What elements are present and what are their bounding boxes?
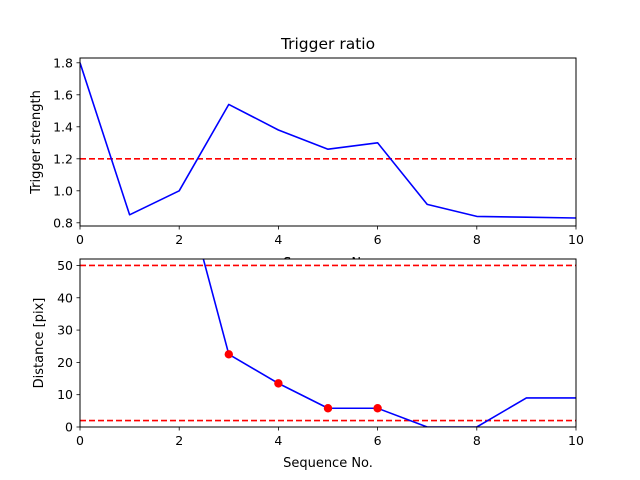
top-x-tick-label: 0	[76, 232, 84, 247]
top-series-line	[80, 62, 576, 219]
top-y-axis-label: Trigger strength	[29, 90, 44, 195]
bottom-x-tick-label: 6	[374, 433, 382, 448]
bottom-data-point	[224, 350, 233, 359]
bottom-chart: 0 2 4 6 8 10 0 10 20 30 40 50 Distance [pix] Seque…	[32, 258, 584, 471]
top-y-tick-label: 1.0	[53, 183, 73, 198]
bottom-x-tick-label: 10	[568, 433, 584, 448]
top-plot-area	[80, 58, 576, 226]
bottom-x-tick-label: 4	[274, 433, 282, 448]
top-y-tick-label: 1.6	[53, 87, 73, 102]
bottom-x-axis-label: Sequence No.	[283, 456, 373, 471]
bottom-plot-area	[80, 259, 576, 427]
bottom-y-tick-label: 20	[57, 355, 73, 370]
top-y-tick-label: 1.2	[53, 151, 73, 166]
bottom-data-point	[323, 404, 333, 413]
top-chart: 0 2 4 6 8 10 0.8 1.0 1.2 1.4 1.6 1.8 Trigger ratio…	[29, 35, 584, 271]
bottom-y-axis-label: Distance [pix]	[32, 298, 47, 389]
bottom-x-tick-label: 0	[76, 433, 84, 448]
top-x-tick-label: 8	[473, 232, 481, 247]
bottom-axes-frame	[79, 258, 577, 428]
top-y-tick-label: 0.8	[53, 215, 73, 230]
top-x-tick-label: 10	[568, 232, 584, 247]
top-x-tick-label: 6	[374, 232, 382, 247]
bottom-y-tick-label: 10	[57, 387, 73, 402]
bottom-x-tick-label: 8	[473, 433, 481, 448]
top-chart-title: Trigger ratio	[280, 35, 375, 53]
top-x-tick-label: 4	[274, 232, 282, 247]
bottom-y-tick-label: 50	[57, 258, 73, 273]
bottom-y-tick-label: 40	[57, 290, 73, 305]
top-y-tick-label: 1.4	[53, 119, 73, 134]
top-y-tick-label: 1.8	[53, 55, 73, 70]
bottom-y-tick-label: 0	[65, 420, 73, 435]
top-x-tick-label: 2	[175, 232, 183, 247]
top-axes-frame	[79, 57, 577, 227]
bottom-x-tick-label: 2	[175, 433, 183, 448]
bottom-data-point	[373, 404, 382, 413]
bottom-data-point	[274, 379, 283, 388]
bottom-y-tick-label: 30	[57, 323, 73, 338]
